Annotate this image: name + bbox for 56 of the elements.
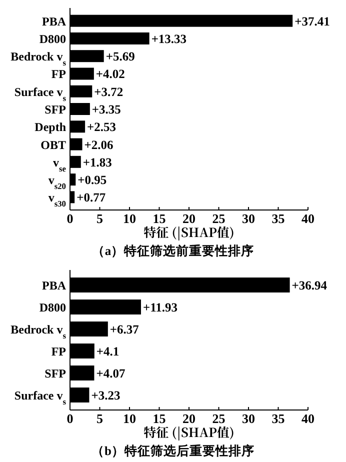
data-label: +3.23 (91, 388, 120, 402)
y-tick-label: Bedrock v$_{s}$ (10, 50, 67, 68)
x-tick-label: 20 (182, 211, 196, 226)
x-tick-label: 40 (302, 411, 314, 426)
data-label: +3.35 (92, 102, 121, 116)
y-tick-label: Surface v$_{s}$ (14, 84, 67, 102)
x-tick-label: 10 (123, 411, 136, 426)
x-tick-label: 0 (66, 411, 74, 426)
x-tick-label: 30 (242, 211, 255, 226)
y-tick-label: OBT (40, 138, 66, 152)
y-tick-label: SFP (44, 366, 66, 380)
y-tick-label: FP (51, 344, 66, 358)
x-tick-label: 35 (272, 211, 286, 226)
x-tick-label: 15 (152, 211, 166, 226)
x-tick-label: 10 (123, 211, 136, 226)
data-label: +11.93 (142, 300, 178, 314)
y-tick-label: SFP (44, 102, 66, 116)
y-tick-label: v$_{s20}$ (48, 173, 66, 191)
y-tick-label: PBA (42, 278, 66, 292)
x-tick-label: 30 (242, 411, 255, 426)
y-tick-label: v$_{s30}$ (48, 190, 66, 208)
data-label: +2.06 (84, 138, 114, 152)
y-tick-label: D800 (39, 32, 66, 46)
data-label: +4.02 (96, 67, 125, 82)
y-tick-label: Depth (34, 120, 66, 134)
data-label: +4.1 (96, 344, 120, 358)
text: （a）特征筛选前重要性排序 (92, 243, 254, 258)
x-tick-label: 0 (66, 211, 74, 226)
data-label: +6.37 (110, 322, 139, 336)
y-tick-label: v$_{se}$ (53, 155, 66, 173)
text: （b）特征筛选后重要性排序 (92, 443, 254, 458)
data-label: +0.77 (76, 190, 106, 205)
data-label: +37.41 (294, 14, 330, 28)
data-label: +36.94 (292, 278, 328, 292)
x-tick-label: 20 (182, 411, 196, 426)
x-tick-label: 5 (96, 411, 104, 426)
y-tick-label: PBA (42, 14, 66, 28)
data-label: +1.83 (82, 155, 112, 170)
data-label: +13.33 (151, 32, 187, 46)
data-label: +0.95 (78, 173, 107, 188)
y-tick-label: FP (51, 67, 66, 82)
y-tick-label: D800 (39, 300, 66, 314)
x-tick-label: 25 (212, 411, 226, 426)
x-tick-label: 15 (152, 411, 166, 426)
data-label: +3.72 (94, 84, 124, 99)
x-tick-label: 40 (302, 211, 314, 226)
x-axis-title: 特征 (|SHAP值) (144, 423, 234, 441)
y-tick-label: Bedrock v$_{s}$ (10, 322, 67, 340)
data-label: +2.53 (87, 120, 116, 134)
data-label: +5.69 (106, 50, 135, 64)
x-tick-label: 35 (272, 411, 286, 426)
x-axis-title: 特征 (|SHAP值) (144, 223, 234, 241)
x-tick-label: 25 (212, 211, 226, 226)
y-tick-label: Surface v$_{s}$ (14, 388, 67, 406)
data-label: +4.07 (96, 366, 126, 380)
x-tick-label: 5 (96, 211, 104, 226)
